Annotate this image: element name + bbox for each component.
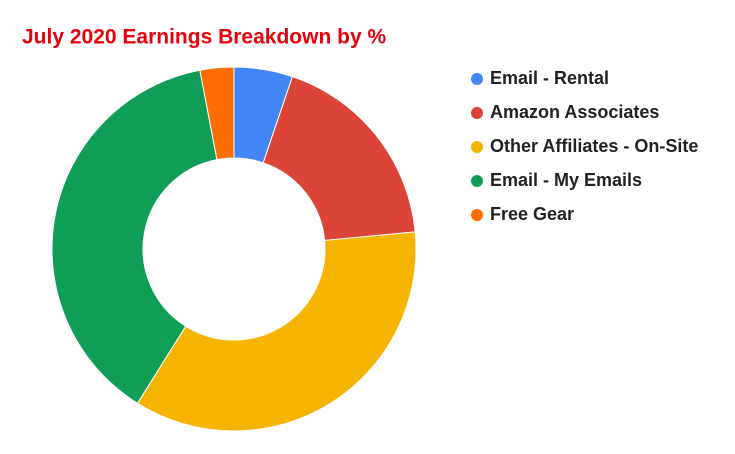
legend-swatch [471, 209, 483, 221]
legend-text: Other Affiliates - On-Site [490, 136, 698, 156]
donut-slice [199, 66, 235, 161]
donut-slice [136, 231, 417, 432]
legend-swatch [471, 107, 483, 119]
legend-swatch [471, 141, 483, 153]
legend-swatch [471, 175, 483, 187]
donut-slice [262, 75, 416, 241]
legend-text: Free Gear [490, 204, 574, 224]
legend-swatch [471, 73, 483, 85]
chart-title: July 2020 Earnings Breakdown by % [22, 26, 386, 49]
legend-text: Email - Rental [490, 68, 609, 88]
legend-text: Email - My Emails [490, 170, 642, 190]
legend-text: Amazon Associates [490, 102, 659, 122]
donut-slice [51, 69, 218, 404]
